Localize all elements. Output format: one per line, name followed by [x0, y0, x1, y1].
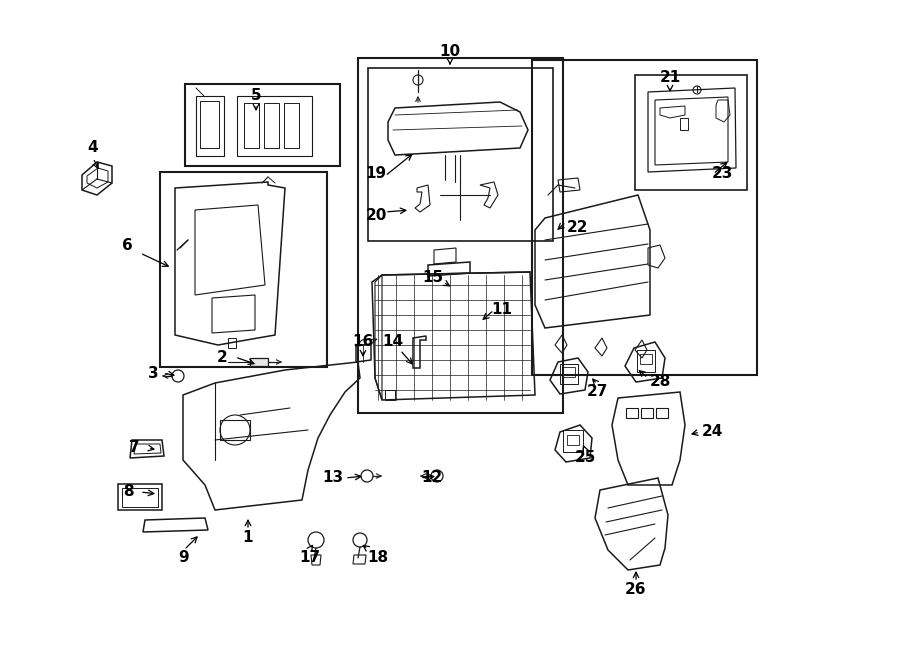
Text: 11: 11	[491, 303, 512, 317]
Bar	[641, 408, 653, 418]
Bar	[250, 358, 268, 366]
Text: 1: 1	[243, 531, 253, 545]
Text: 26: 26	[626, 582, 647, 598]
Text: 6: 6	[122, 237, 132, 253]
Text: 14: 14	[382, 334, 403, 350]
Text: 18: 18	[367, 549, 389, 564]
Text: 12: 12	[421, 471, 443, 485]
Text: 4: 4	[87, 141, 98, 155]
Text: 3: 3	[148, 366, 158, 381]
Text: 27: 27	[586, 385, 608, 399]
Bar	[637, 350, 655, 372]
Text: 23: 23	[711, 167, 733, 182]
Bar	[656, 408, 668, 418]
Text: 2: 2	[217, 350, 228, 364]
Text: 16: 16	[353, 334, 374, 350]
Text: 5: 5	[251, 89, 261, 104]
Text: 22: 22	[566, 219, 588, 235]
Bar	[358, 58, 563, 413]
Bar	[160, 172, 327, 367]
Bar	[368, 68, 553, 241]
Text: 17: 17	[300, 549, 320, 564]
Text: 9: 9	[179, 551, 189, 566]
Text: 15: 15	[422, 270, 444, 286]
Text: 7: 7	[129, 440, 140, 455]
Text: 24: 24	[701, 424, 723, 440]
Text: 20: 20	[365, 208, 387, 223]
Text: 21: 21	[660, 71, 680, 85]
Bar	[185, 84, 340, 166]
Bar	[635, 75, 747, 190]
Bar	[220, 420, 250, 440]
Text: 25: 25	[574, 451, 596, 465]
Text: 8: 8	[122, 485, 133, 500]
Bar	[626, 408, 638, 418]
Bar	[532, 60, 757, 375]
Bar	[563, 430, 583, 452]
Bar	[640, 354, 652, 364]
Bar	[563, 367, 575, 377]
Text: 28: 28	[649, 375, 670, 389]
Bar	[560, 364, 578, 384]
Bar	[567, 435, 579, 445]
Text: 19: 19	[365, 167, 387, 182]
Text: 13: 13	[322, 471, 344, 485]
Text: 10: 10	[439, 44, 461, 59]
